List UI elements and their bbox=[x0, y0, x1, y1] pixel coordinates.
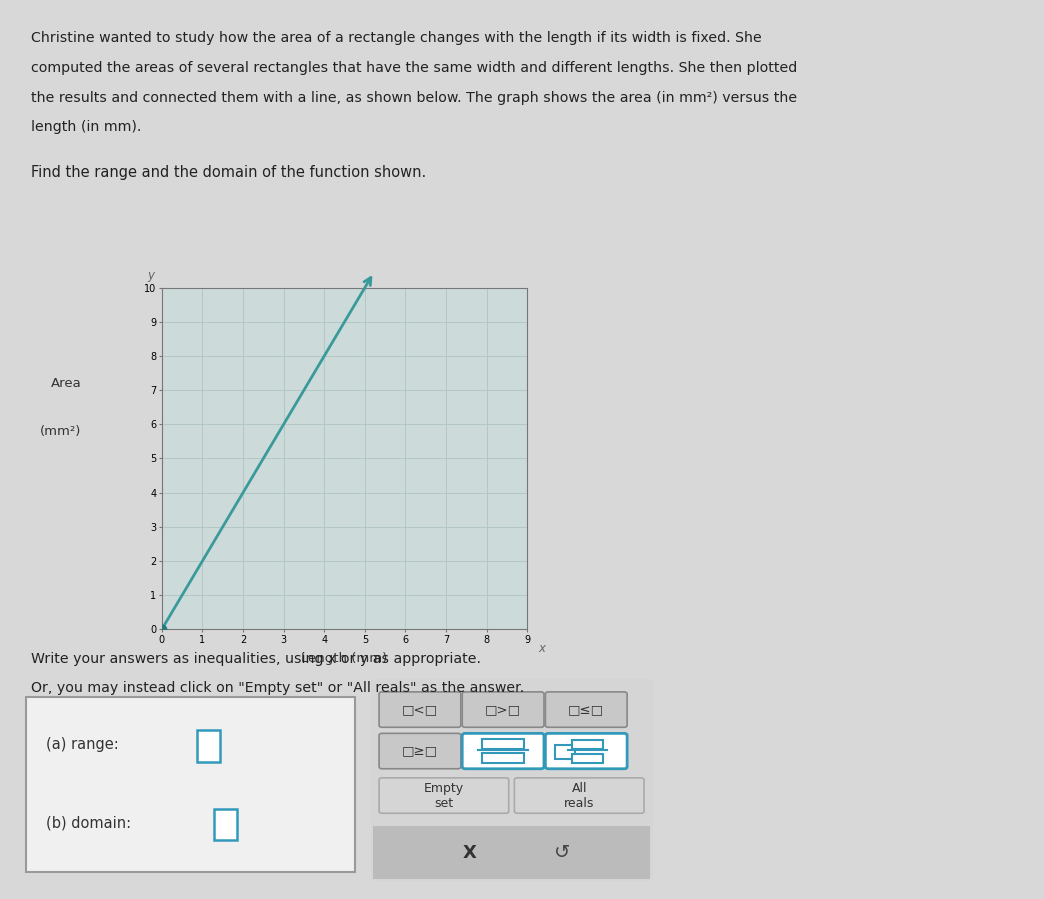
FancyBboxPatch shape bbox=[545, 734, 627, 769]
FancyBboxPatch shape bbox=[515, 778, 644, 814]
Text: X: X bbox=[462, 843, 476, 862]
FancyBboxPatch shape bbox=[214, 809, 237, 841]
FancyBboxPatch shape bbox=[572, 740, 603, 750]
FancyBboxPatch shape bbox=[379, 778, 508, 814]
Text: Or, you may instead click on "Empty set" or "All reals" as the answer.: Or, you may instead click on "Empty set"… bbox=[31, 681, 524, 696]
Text: y: y bbox=[147, 269, 153, 282]
FancyBboxPatch shape bbox=[482, 740, 524, 750]
Text: x: x bbox=[538, 642, 545, 654]
Text: (b) domain:: (b) domain: bbox=[46, 815, 130, 831]
Text: All
reals: All reals bbox=[564, 781, 594, 810]
FancyBboxPatch shape bbox=[379, 734, 460, 769]
Text: □≥□: □≥□ bbox=[402, 744, 438, 758]
Text: the results and connected them with a line, as shown below. The graph shows the : the results and connected them with a li… bbox=[31, 91, 798, 105]
FancyBboxPatch shape bbox=[572, 753, 603, 763]
FancyBboxPatch shape bbox=[545, 692, 627, 727]
FancyBboxPatch shape bbox=[555, 744, 575, 759]
FancyBboxPatch shape bbox=[197, 730, 220, 761]
Text: Area: Area bbox=[51, 377, 81, 390]
Text: Empty
set: Empty set bbox=[424, 781, 464, 810]
Text: (mm²): (mm²) bbox=[40, 424, 81, 438]
Text: ↺: ↺ bbox=[554, 843, 570, 862]
Text: Write your answers as inequalities, using x or y as appropriate.: Write your answers as inequalities, usin… bbox=[31, 652, 481, 666]
FancyBboxPatch shape bbox=[374, 826, 649, 879]
FancyBboxPatch shape bbox=[462, 734, 544, 769]
Text: □>□: □>□ bbox=[485, 703, 521, 717]
Text: □≤□: □≤□ bbox=[568, 703, 604, 717]
FancyBboxPatch shape bbox=[367, 677, 656, 883]
FancyBboxPatch shape bbox=[379, 692, 460, 727]
FancyBboxPatch shape bbox=[26, 697, 355, 872]
Text: (a) range:: (a) range: bbox=[46, 736, 119, 752]
Text: Christine wanted to study how the area of a rectangle changes with the length if: Christine wanted to study how the area o… bbox=[31, 31, 762, 46]
Text: length (in mm).: length (in mm). bbox=[31, 120, 142, 135]
FancyBboxPatch shape bbox=[482, 753, 524, 763]
FancyBboxPatch shape bbox=[462, 692, 544, 727]
Text: □<□: □<□ bbox=[402, 703, 438, 717]
Text: computed the areas of several rectangles that have the same width and different : computed the areas of several rectangles… bbox=[31, 61, 798, 76]
X-axis label: Length (mm): Length (mm) bbox=[302, 652, 387, 664]
Text: Find the range and the domain of the function shown.: Find the range and the domain of the fun… bbox=[31, 165, 427, 180]
